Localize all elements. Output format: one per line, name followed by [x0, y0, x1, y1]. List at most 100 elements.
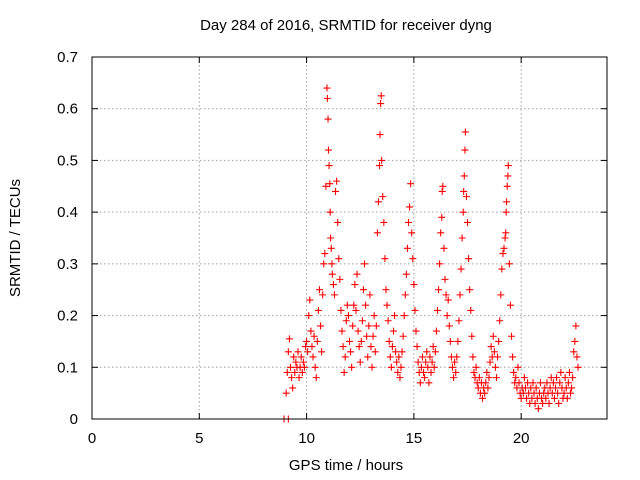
data-point — [487, 343, 495, 351]
data-point — [431, 348, 439, 356]
data-point — [418, 353, 426, 361]
data-point — [485, 374, 493, 382]
x-tick-label: 0 — [88, 430, 96, 447]
data-point — [529, 379, 537, 387]
data-point — [383, 301, 391, 309]
data-point — [449, 363, 456, 371]
data-point — [510, 368, 518, 376]
data-point — [282, 389, 290, 397]
data-point — [457, 265, 465, 273]
data-point — [320, 260, 328, 268]
data-point — [489, 332, 497, 340]
chart-title: Day 284 of 2016, SRMTID for receiver dyn… — [200, 17, 492, 34]
data-point — [500, 244, 508, 252]
x-tick-label: 10 — [298, 430, 315, 447]
data-point — [459, 208, 467, 216]
data-point — [330, 291, 338, 299]
data-point — [327, 234, 335, 242]
data-point — [340, 368, 348, 376]
data-point — [326, 180, 334, 188]
data-point — [501, 234, 509, 242]
data-points — [280, 84, 582, 423]
data-point — [490, 348, 498, 356]
data-point — [337, 306, 345, 314]
data-point — [389, 327, 397, 335]
data-point — [508, 332, 516, 340]
data-point — [294, 348, 302, 356]
data-point — [400, 312, 408, 320]
data-point — [531, 399, 539, 407]
x-tick-label: 5 — [195, 430, 203, 447]
data-point — [509, 353, 517, 361]
data-point — [491, 363, 499, 371]
data-point — [290, 353, 298, 361]
data-point — [461, 128, 469, 136]
x-tick-label: 20 — [513, 430, 530, 447]
data-point — [304, 348, 312, 356]
data-point — [344, 312, 352, 320]
data-point — [436, 260, 444, 268]
data-point — [348, 363, 356, 371]
data-point — [364, 353, 372, 361]
tick-labels: 0 5 10 15 20 0 0.1 0.2 0.3 0.4 0.5 0.6 0.7 — [57, 49, 529, 447]
data-point — [387, 363, 395, 371]
data-point — [568, 384, 576, 392]
data-point — [381, 255, 389, 263]
data-point — [427, 368, 435, 376]
data-point — [512, 374, 520, 382]
data-point — [409, 255, 417, 263]
data-point — [325, 162, 333, 170]
data-point — [446, 337, 454, 345]
data-point — [351, 281, 359, 289]
data-point — [317, 322, 325, 330]
data-point — [371, 348, 379, 356]
data-point — [373, 229, 381, 237]
data-point — [505, 260, 513, 268]
data-point — [352, 306, 360, 314]
data-point — [441, 275, 449, 283]
data-point — [289, 384, 297, 392]
data-point — [466, 286, 474, 294]
data-point — [379, 193, 387, 201]
data-point — [299, 358, 307, 366]
data-point — [574, 363, 582, 371]
data-point — [426, 353, 434, 361]
data-point — [319, 291, 327, 299]
data-point — [315, 286, 323, 294]
data-point — [475, 374, 483, 382]
data-point — [483, 368, 491, 376]
data-point — [545, 399, 553, 407]
data-point — [295, 374, 303, 382]
data-point — [328, 260, 336, 268]
data-point — [396, 374, 404, 382]
data-point — [306, 296, 314, 304]
data-point — [291, 368, 299, 376]
data-point — [543, 379, 551, 387]
y-tick-label: 0.7 — [57, 49, 78, 66]
data-point — [451, 358, 459, 366]
data-point — [563, 394, 571, 402]
data-point — [552, 384, 559, 392]
data-point — [453, 353, 461, 361]
data-point — [554, 389, 562, 397]
data-point — [311, 363, 319, 371]
data-point — [452, 368, 460, 376]
data-point — [494, 353, 502, 361]
data-point — [561, 374, 569, 382]
data-point — [421, 374, 429, 382]
data-point — [570, 348, 578, 356]
data-point — [298, 368, 306, 376]
data-point — [410, 281, 418, 289]
data-point — [481, 389, 489, 397]
data-point — [322, 182, 330, 190]
data-point — [407, 180, 415, 188]
data-point — [384, 317, 392, 325]
data-point — [393, 358, 401, 366]
data-point — [376, 131, 384, 139]
data-point — [429, 343, 437, 351]
data-point — [439, 182, 447, 190]
data-point — [324, 115, 332, 123]
data-point — [355, 343, 363, 351]
data-point — [398, 348, 406, 356]
data-point — [403, 244, 411, 252]
